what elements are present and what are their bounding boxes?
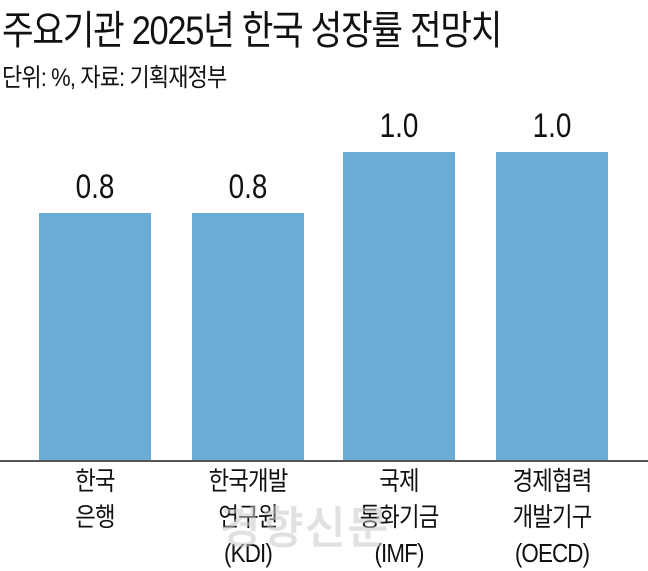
category-label: 한국 은행: [31, 463, 160, 535]
category-label-line: 통화기금: [359, 502, 440, 532]
chart-subtitle: 단위: %, 자료: 기획재정부: [2, 64, 227, 92]
category-label-line: (KDI): [224, 538, 273, 568]
category-label-line: (IMF): [374, 538, 424, 568]
x-axis-baseline: [0, 460, 648, 462]
category-label-line: 한국: [75, 466, 115, 496]
category-label-line: 경제협력: [512, 466, 593, 496]
category-label-line: (OECD): [514, 538, 590, 568]
category-label-line: 한국개발: [208, 466, 289, 496]
bar-value-label: 0.8: [75, 168, 115, 206]
bar-oecd: [496, 152, 608, 461]
category-label-line: 국제: [379, 466, 419, 496]
bar-bank-of-korea: [39, 213, 151, 461]
bar-kdi: [192, 213, 304, 461]
bar-value-label: 1.0: [379, 107, 419, 145]
category-label-line: 개발기구: [512, 502, 593, 532]
category-label-line: 연구원: [218, 502, 278, 532]
category-label: 국제 통화기금 (IMF): [335, 463, 464, 571]
category-label-line: 은행: [75, 502, 115, 532]
category-label: 경제협력 개발기구 (OECD): [488, 463, 617, 571]
bar-imf: [343, 152, 455, 461]
chart-title: 주요기관 2025년 한국 성장률 전망치: [2, 9, 502, 53]
category-label: 한국개발 연구원 (KDI): [184, 463, 313, 571]
bar-value-label: 1.0: [532, 107, 572, 145]
bar-value-label: 0.8: [228, 168, 268, 206]
